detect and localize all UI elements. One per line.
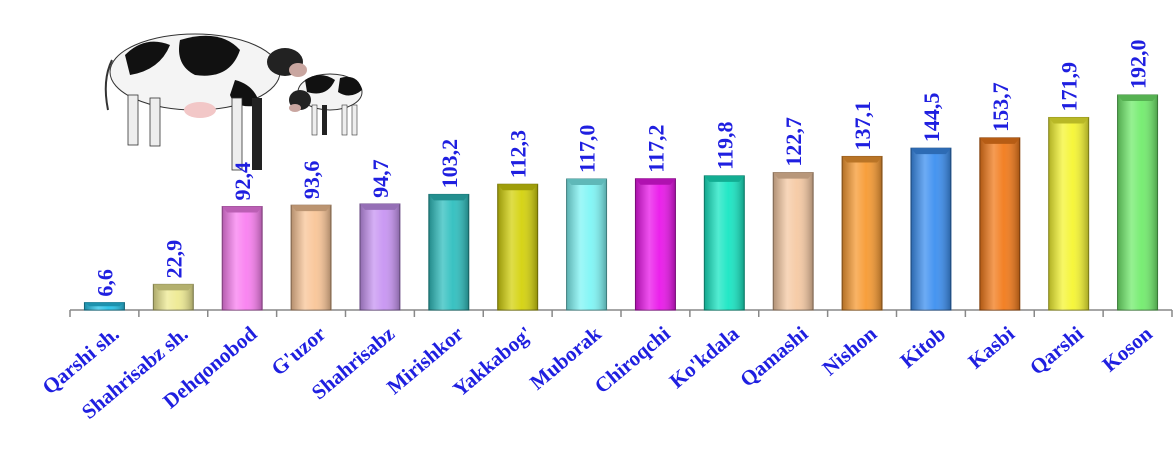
bar-top-bevel [1117,94,1158,101]
bar-value-label: 137,1 [850,101,875,151]
bar-shading [1048,117,1089,310]
bar-value-label: 112,3 [506,130,531,178]
category-label: Kitob [895,321,950,372]
bar-value-label: 119,8 [712,122,737,170]
bar [221,206,263,311]
bar-top-bevel [842,156,883,163]
bar-shading [222,206,263,310]
bar-value-label: 117,0 [575,125,600,173]
bar [83,302,125,311]
bar-value-label: 94,7 [368,159,393,198]
bar [910,147,952,311]
bar-shading [979,137,1020,310]
category-label: Koson [1098,321,1157,376]
bar-top-bevel [153,284,194,291]
bar [772,172,814,311]
bar-top-bevel [704,175,745,182]
bar-top-bevel [566,178,607,185]
bar-top-bevel [497,184,538,191]
category-label: Qarshi [1025,321,1088,379]
bar-value-label: 192,0 [1126,39,1151,89]
bar [979,137,1021,311]
bar [290,204,332,311]
bar [703,175,745,311]
bar-top-bevel [359,203,400,210]
bar-shading [497,184,538,310]
bar-shading [428,194,469,310]
bar-value-label: 92,4 [230,162,255,201]
category-label: Ko'kdala [665,321,744,393]
bar-top-bevel [222,206,263,213]
category-label: Kasbi [963,321,1019,373]
bar-shading [842,156,883,310]
bar-top-bevel [979,137,1020,144]
category-label: G'uzor [267,321,331,380]
bar-shading [1117,94,1158,311]
bar-shading [773,172,814,310]
bar-value-label: 153,7 [988,82,1013,132]
bar-shading [359,203,400,310]
bar-top-bevel [84,302,125,307]
bar-value-label: 171,9 [1057,62,1082,112]
bar-top-bevel [773,172,814,179]
category-label: Chiroqchi [590,321,675,398]
category-label: Qamashi [735,321,812,391]
bar [634,178,676,311]
bar-value-label: 144,5 [919,93,944,143]
bar-top-bevel [635,178,676,185]
bar [1048,116,1090,311]
bar-shading [291,205,332,310]
bar-value-label: 22,9 [161,240,186,279]
bar-value-label: 93,6 [299,161,324,200]
bar-top-bevel [1048,117,1089,124]
bar-value-label: 117,2 [643,124,668,172]
bar-shading [704,175,745,310]
bar [152,283,194,311]
bar [359,203,401,311]
cows-icon [104,33,363,171]
bar-value-label: 122,7 [781,117,806,167]
bar-value-label: 6,6 [92,269,117,297]
bar [566,178,608,311]
bar-top-bevel [910,148,951,155]
bar-top-bevel [428,194,469,201]
bar [1117,94,1159,311]
bar-shading [635,178,676,310]
bar [428,193,470,311]
bar [841,155,883,311]
bar-value-label: 103,2 [437,139,462,189]
bar-shading [910,148,951,310]
bar-top-bevel [291,205,332,212]
bar-shading [84,302,125,310]
bar-shading [566,178,607,310]
category-label: Nishon [818,321,882,380]
bar [497,183,539,311]
